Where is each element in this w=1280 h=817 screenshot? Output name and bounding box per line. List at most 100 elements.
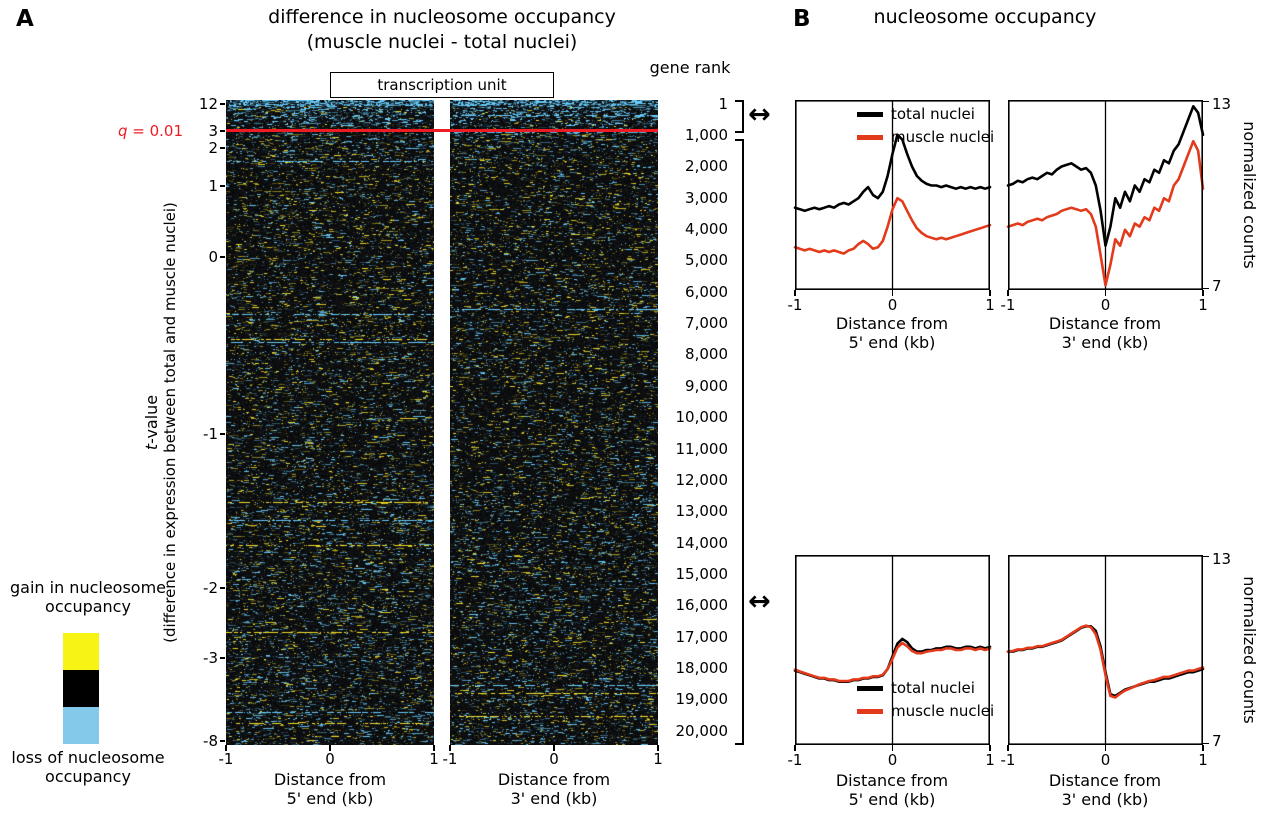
heatmap-x-tick: 0 bbox=[325, 750, 335, 768]
gene-rank-tick: 19,000 bbox=[675, 690, 729, 709]
plot-x-tick: -1 bbox=[1000, 296, 1016, 314]
plot-y-tick-mark bbox=[1203, 555, 1209, 558]
t-axis-tick-mark bbox=[219, 256, 225, 258]
panel-b-title: nucleosome occupancy bbox=[873, 6, 1097, 28]
plot-x-tick: 0 bbox=[887, 751, 898, 769]
panel-a-title: difference in nucleosome occupancy (musc… bbox=[226, 5, 658, 55]
plot-y-tick: 7 bbox=[1212, 277, 1222, 295]
panel-b-label: B bbox=[793, 6, 811, 32]
panel-a-title-line2: (muscle nuclei - total nuclei) bbox=[306, 31, 578, 53]
t-symbol: t bbox=[142, 443, 161, 451]
plot-x-tick-mark bbox=[1104, 290, 1107, 296]
rank-bracket-bottom-tip bbox=[735, 743, 744, 745]
heatmap-x-tick-mark bbox=[329, 745, 331, 751]
loss-legend-line2: occupancy bbox=[45, 767, 131, 786]
gene-rank-tick: 1 bbox=[718, 95, 728, 113]
x-label-line1: Distance from bbox=[1048, 771, 1162, 790]
t-axis-tick: -8 bbox=[203, 732, 218, 750]
x-label-line2: 3' end (kb) bbox=[510, 789, 598, 808]
heatmap-x-tick-mark bbox=[433, 745, 435, 751]
plot-x-tick: -1 bbox=[1000, 751, 1016, 769]
plot-x-label-top-5prime: Distance from 5' end (kb) bbox=[836, 314, 948, 352]
series-muscle-nuclei bbox=[793, 196, 992, 255]
muscle-nuclei-label: muscle nuclei bbox=[891, 128, 995, 146]
colorbar-mid-swatch bbox=[63, 670, 99, 707]
series-total-nuclei bbox=[1006, 105, 1205, 247]
gene-rank-tick: 14,000 bbox=[675, 533, 729, 552]
legend-total-bottom: total nuclei bbox=[857, 679, 975, 697]
lineplot-bottom-3prime bbox=[1006, 555, 1205, 745]
heatmap-x-tick-mark bbox=[553, 745, 555, 751]
plot-x-tick-mark bbox=[989, 745, 991, 751]
plot-x-tick-mark bbox=[891, 290, 894, 296]
lineplot-top-3prime bbox=[1006, 100, 1205, 290]
plot-x-tick-mark bbox=[794, 745, 796, 751]
total-nuclei-label: total nuclei bbox=[891, 679, 975, 697]
heatmap-x-tick: 1 bbox=[429, 750, 439, 768]
colorbar-gain-swatch bbox=[63, 633, 99, 670]
plot-x-tick: 1 bbox=[985, 751, 995, 769]
series-muscle-nuclei bbox=[1006, 624, 1205, 699]
gain-legend-line1: gain in nucleosome bbox=[9, 578, 167, 597]
plot-border bbox=[1008, 555, 1203, 745]
gene-rank-tick: 17,000 bbox=[675, 627, 729, 646]
rank-bracket-bottom bbox=[742, 139, 744, 745]
heatmap-x-label-3prime: Distance from 3' end (kb) bbox=[498, 770, 610, 808]
heatmap-x-tick-mark bbox=[449, 745, 451, 751]
plot-y-tick-mark bbox=[1203, 287, 1209, 290]
gene-rank-tick: 4,000 bbox=[685, 220, 728, 239]
muscle-nuclei-swatch bbox=[857, 134, 883, 140]
panel-a-title-line1: difference in nucleosome occupancy bbox=[268, 6, 616, 28]
t-axis-label: t-value (difference in expression betwee… bbox=[142, 100, 196, 745]
y-axis-label-bottom: normalized counts bbox=[1240, 576, 1259, 724]
t-axis-tick-mark bbox=[219, 130, 225, 132]
gene-rank-tick: 8,000 bbox=[685, 345, 728, 364]
legend-total-top: total nuclei bbox=[857, 105, 975, 123]
x-label-line2: 3' end (kb) bbox=[1061, 790, 1149, 809]
plot-x-tick-mark bbox=[794, 290, 796, 296]
t-axis-tick-mark bbox=[219, 103, 225, 105]
t-axis-tick-mark bbox=[219, 147, 225, 149]
series-total-nuclei bbox=[793, 133, 992, 213]
t-axis-tick: 2 bbox=[208, 139, 218, 157]
gene-rank-tick: 11,000 bbox=[675, 439, 729, 458]
lineplot-bottom-5prime bbox=[793, 555, 992, 745]
x-label-line1: Distance from bbox=[835, 771, 949, 790]
gene-rank-tick: 20,000 bbox=[675, 721, 729, 740]
legend-muscle-top: muscle nuclei bbox=[857, 128, 995, 146]
gene-rank-tick: 12,000 bbox=[675, 470, 729, 489]
plot-x-tick-mark bbox=[1202, 290, 1204, 296]
t-axis-label-line2: (difference in expression between total … bbox=[161, 202, 179, 643]
gain-legend-line2: occupancy bbox=[45, 597, 131, 616]
x-label-line2: 5' end (kb) bbox=[286, 789, 374, 808]
transcription-unit-label: transcription unit bbox=[377, 76, 507, 94]
heatmap-x-tick: -1 bbox=[218, 750, 234, 768]
muscle-nuclei-label: muscle nuclei bbox=[891, 702, 995, 720]
t-axis-tick: -2 bbox=[203, 579, 218, 597]
t-axis-tick: -1 bbox=[203, 425, 218, 443]
colorbar-loss-swatch bbox=[63, 707, 99, 744]
series-muscle-nuclei bbox=[793, 641, 992, 683]
heatmap-x-tick-mark bbox=[657, 745, 659, 751]
plot-border bbox=[795, 100, 990, 290]
plot-x-tick-mark bbox=[1202, 745, 1204, 751]
loss-legend-label: loss of nucleosome occupancy bbox=[11, 748, 164, 786]
plot-border bbox=[795, 555, 990, 745]
gene-rank-tick: 18,000 bbox=[675, 658, 729, 677]
x-label-line2: 3' end (kb) bbox=[1061, 333, 1149, 352]
link-arrow-bottom: ↔ bbox=[748, 586, 771, 617]
heatmap-5prime bbox=[226, 100, 434, 745]
lineplot-top-5prime bbox=[793, 100, 992, 290]
plot-x-tick-mark bbox=[989, 290, 991, 296]
plot-x-tick: 0 bbox=[1100, 296, 1111, 314]
t-axis-label-line1: t-value bbox=[142, 100, 161, 745]
plot-x-label-top-3prime: Distance from 3' end (kb) bbox=[1049, 314, 1161, 352]
q-value: = 0.01 bbox=[127, 122, 183, 140]
plot-x-tick: 0 bbox=[887, 296, 898, 314]
plot-x-tick-mark bbox=[891, 745, 894, 751]
transcription-unit-box: transcription unit bbox=[330, 72, 554, 98]
muscle-nuclei-swatch bbox=[857, 708, 883, 714]
heatmap-x-tick: -1 bbox=[442, 750, 458, 768]
heatmap-x-tick: 1 bbox=[653, 750, 663, 768]
